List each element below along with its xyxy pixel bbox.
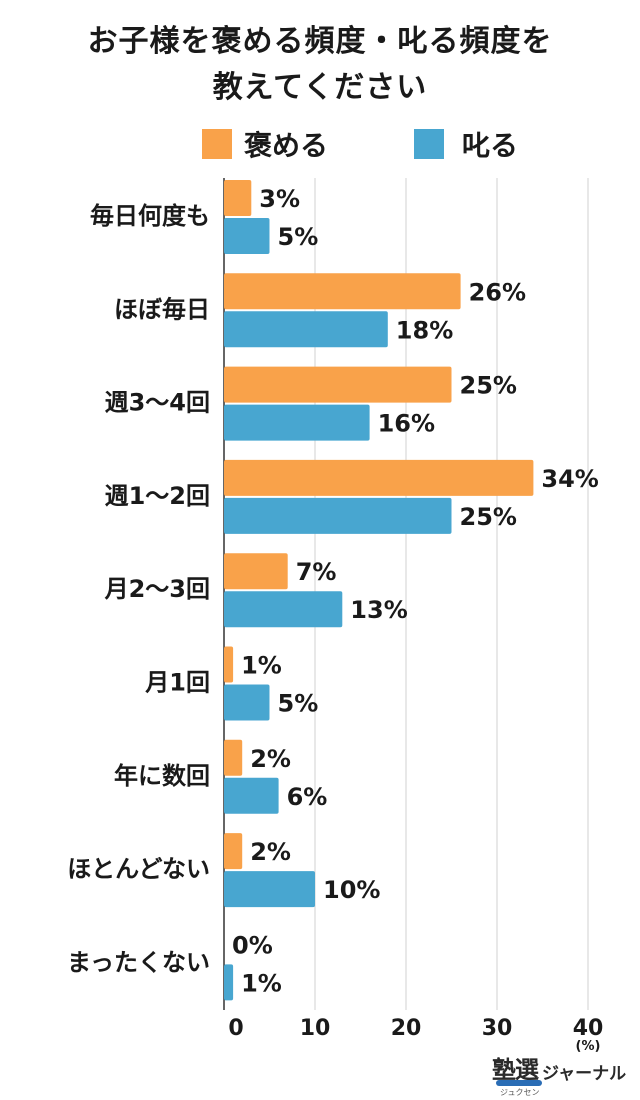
- legend-swatch-scold: [414, 129, 444, 159]
- bar-scold: [224, 404, 370, 441]
- value-label-praise: 26%: [469, 278, 526, 306]
- legend-swatch-praise: [202, 129, 232, 159]
- brand-logo: 塾選 ジャーナル ジュクセン: [488, 1050, 628, 1097]
- category-label: 月2〜3回: [104, 575, 210, 603]
- category-label: 毎日何度も: [90, 202, 210, 230]
- value-label-scold: 10%: [323, 876, 380, 904]
- chart-title-line-1: お子様を褒める頻度・叱る頻度を: [87, 24, 553, 59]
- value-label-praise: 7%: [296, 558, 337, 586]
- value-label-praise: 25%: [460, 372, 517, 400]
- bar-scold: [224, 218, 270, 254]
- category-label: まったくない: [67, 948, 210, 976]
- brand-logo-ruby: ジュクセン: [500, 1088, 540, 1097]
- bar-scold: [224, 871, 315, 908]
- legend-label-praise: 褒める: [244, 129, 329, 162]
- legend-item-scold: 叱る: [414, 124, 518, 164]
- bar-scold: [224, 591, 343, 628]
- value-label-praise: 1%: [241, 652, 282, 680]
- value-label-scold: 13%: [350, 596, 407, 624]
- bar-scold: [224, 777, 279, 814]
- value-label-praise: 34%: [541, 465, 598, 493]
- value-label-praise: 2%: [250, 838, 291, 866]
- category-label: 週1〜2回: [105, 482, 210, 510]
- legend-label-scold: 叱る: [462, 129, 519, 162]
- value-label-scold: 25%: [460, 503, 517, 531]
- value-label-praise: 0%: [232, 931, 273, 959]
- value-label-scold: 5%: [278, 690, 319, 718]
- value-label-scold: 5%: [278, 223, 319, 251]
- value-label-scold: 16%: [378, 410, 435, 438]
- x-tick-label: 10: [300, 1016, 331, 1041]
- bar-scold: [224, 964, 234, 1001]
- category-label: 月1回: [144, 669, 210, 697]
- bar-praise: [224, 273, 461, 310]
- brand-logo-kana: ジャーナル: [542, 1064, 627, 1084]
- category-label: ほとんどない: [67, 855, 210, 883]
- value-label-praise: 3%: [259, 185, 300, 213]
- category-label: ほぼ毎日: [114, 295, 210, 323]
- x-tick-label: 0: [228, 1016, 243, 1041]
- bar-scold: [224, 497, 452, 534]
- bar-scold: [224, 684, 270, 721]
- bar-praise: [224, 366, 452, 403]
- bar-praise: [224, 833, 243, 870]
- category-label: 週3〜4回: [105, 389, 210, 417]
- value-label-praise: 2%: [250, 745, 291, 773]
- bar-scold: [224, 311, 388, 348]
- bar-praise: [224, 739, 243, 776]
- bar-praise: [224, 553, 288, 590]
- bar-praise: [224, 459, 534, 496]
- legend-item-praise: 褒める: [202, 124, 328, 164]
- bar-praise: [224, 646, 234, 683]
- bar-praise: [224, 180, 252, 216]
- category-label: 年に数回: [114, 762, 210, 790]
- value-label-scold: 6%: [287, 783, 328, 811]
- chart-title-line-2: 教えてください: [212, 70, 428, 105]
- x-tick-label: 40: [573, 1016, 604, 1041]
- x-unit-label: (%): [576, 1039, 601, 1054]
- x-tick-label: 20: [391, 1016, 422, 1041]
- x-tick-label: 30: [482, 1016, 513, 1041]
- brand-logo-bar: [496, 1080, 542, 1086]
- value-label-scold: 1%: [241, 969, 282, 997]
- brand-logo-kanji: 塾選: [492, 1056, 539, 1084]
- value-label-scold: 18%: [396, 316, 453, 344]
